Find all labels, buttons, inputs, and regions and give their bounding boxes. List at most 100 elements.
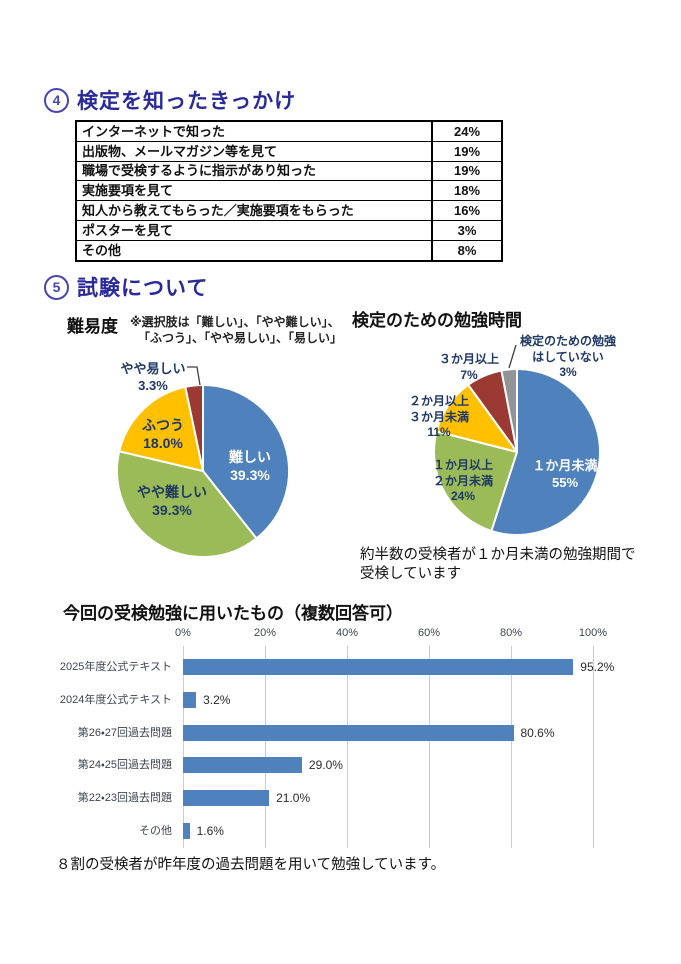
bar-row: 第26・27回過去問題 80.6% — [20, 725, 555, 741]
table-cell-value: 19% — [431, 160, 503, 182]
pie-label-text: ３か月以上 — [438, 352, 499, 366]
note-line-1: ※選択肢は「難しい」、「やや難しい」、 — [130, 315, 340, 329]
gridline — [593, 646, 594, 848]
bar-category: 第26・27回過去問題 — [77, 726, 172, 739]
x-tick-100: 100% — [578, 627, 608, 639]
section4-heading: 4 検定を知ったきっかけ — [44, 85, 296, 115]
table-cell-value: 16% — [431, 200, 503, 221]
bar-row: 2025年度公式テキスト 95.2% — [20, 659, 614, 675]
bar — [183, 823, 190, 839]
bar-category: その他 — [139, 824, 172, 837]
difficulty-pie-slice-2 — [118, 385, 204, 472]
gridline — [429, 646, 430, 848]
table-cell-label: インターネットで知った — [75, 120, 433, 142]
pie-label-hard: 難しい 39.3% — [212, 449, 288, 484]
pie-label-text: はしていない — [532, 349, 604, 364]
table-cell-value: 8% — [431, 239, 503, 262]
table-cell-value: 24% — [431, 120, 503, 142]
pie-label-text: やや易しい — [120, 361, 186, 376]
difficulty-chart-title: 難易度 — [67, 317, 118, 336]
circled-number-5: 5 — [44, 274, 69, 300]
table-cell-label: 実施要項を見て — [75, 180, 433, 202]
bar-value: 21.0% — [276, 791, 311, 805]
pie-label-normal: ふつう 18.0% — [123, 417, 203, 452]
bar-row: 第22・23回過去問題 21.0% — [20, 790, 310, 806]
pie-label-over-3months: ３か月以上 7% — [427, 352, 511, 383]
materials-chart-title: 今回の受検勉強に用いたもの（複数回答可） — [63, 604, 403, 623]
table-cell-label: 知人から教えてもらった／実施要項をもらった — [75, 200, 433, 221]
pie-label-value: 55% — [551, 475, 579, 490]
pie-label-value: 18.0% — [143, 434, 183, 451]
x-tick-60: 60% — [417, 627, 441, 639]
bar-value: 1.6% — [196, 824, 224, 838]
study-time-pie-chart — [433, 368, 601, 536]
pie-label-under-1month: １か月未満 55% — [525, 457, 605, 491]
study-time-caption: 約半数の受検者が１か月未満の勉強期間で 受検しています — [360, 546, 636, 584]
caption-line-1: 約半数の受検者が１か月未満の勉強期間で — [360, 547, 636, 563]
gridline — [511, 646, 512, 848]
bar-row: その他 1.6% — [20, 823, 224, 839]
pie-label-somewhat-easy: やや易しい 3.3% — [108, 360, 198, 394]
pie-label-value: 39.3% — [230, 466, 270, 483]
gridline — [347, 646, 348, 848]
bar — [183, 692, 197, 708]
table-row: 出版物、メールマガジン等を見て 19% — [75, 140, 503, 162]
difficulty-pie-slice-0 — [202, 384, 290, 540]
study-time-pie-slice-4 — [500, 368, 518, 453]
bar-value: 80.6% — [520, 726, 555, 740]
table-cell-value: 3% — [431, 219, 503, 241]
bar — [183, 790, 270, 806]
section4-title: 検定を知ったきっかけ — [77, 90, 297, 113]
pie-label-text: ２か月以上 — [408, 394, 469, 408]
pie-label-text: 難しい — [229, 449, 271, 465]
study-time-chart-title: 検定のための勉強時間 — [352, 311, 522, 330]
bar-value: 29.0% — [308, 758, 343, 772]
awareness-table: インターネットで知った 24% 出版物、メールマガジン等を見て 19% 職場で受… — [75, 120, 503, 262]
pie-label-value: 7% — [460, 367, 478, 382]
pie-label-value: 11% — [427, 425, 451, 439]
difficulty-pie-slice-1 — [116, 450, 258, 558]
note-line-2: 「ふつう」、「やや易しい」、「易しい」 — [138, 331, 343, 345]
materials-footnote: ８割の受検者が昨年度の過去問題を用いて勉強しています。 — [56, 857, 446, 873]
x-tick-80: 80% — [499, 627, 523, 639]
bar — [183, 725, 514, 741]
study-time-pie-slice-0 — [490, 368, 601, 536]
pie-label-text: やや難しい — [137, 484, 207, 500]
bar-category: 2024年度公式テキスト — [59, 693, 172, 706]
pie-label-text: ふつう — [142, 417, 184, 433]
x-tick-40: 40% — [335, 627, 359, 639]
pie-label-text: ２か月未満 — [432, 473, 493, 488]
difficulty-note: ※選択肢は「難しい」、「やや難しい」、 「ふつう」、「やや易しい」、「易しい」 — [130, 314, 342, 346]
bar — [183, 757, 302, 773]
x-tick-20: 20% — [253, 627, 277, 639]
difficulty-pie-chart — [116, 384, 290, 558]
table-row: 職場で受検するように指示があり知った 19% — [75, 160, 503, 182]
pie-label-value: 3% — [559, 365, 577, 379]
table-cell-label: 出版物、メールマガジン等を見て — [75, 140, 433, 162]
bar-category: 第24・25回過去問題 — [77, 758, 172, 771]
bar-row: 第24・25回過去問題 29.0% — [20, 757, 343, 773]
section5-heading: 5 試験について — [44, 272, 208, 302]
table-cell-label: その他 — [75, 239, 433, 262]
table-row: 知人から教えてもらった／実施要項をもらった 16% — [75, 200, 503, 221]
difficulty-pie-slice-3 — [184, 384, 204, 472]
table-cell-value: 19% — [431, 140, 503, 162]
pie-label-somewhat-hard: やや難しい 39.3% — [124, 484, 220, 519]
caption-line-2: 受検しています — [360, 566, 462, 582]
table-row: その他 8% — [75, 239, 503, 262]
pie-label-value: 3.3% — [138, 378, 168, 393]
gridline — [265, 646, 266, 848]
pie-label-value: 24% — [450, 489, 476, 503]
pie-label-text: １か月未満 — [532, 458, 598, 473]
bar-value: 95.2% — [580, 660, 615, 674]
pie-label-value: 39.3% — [152, 501, 192, 518]
table-row: ポスターを見て 3% — [75, 219, 503, 241]
bar-row: 2024年度公式テキスト 3.2% — [20, 692, 230, 708]
bar-category: 2025年度公式テキスト — [59, 660, 172, 673]
table-row: インターネットで知った 24% — [75, 120, 503, 142]
table-cell-value: 18% — [431, 180, 503, 202]
table-cell-label: ポスターを見て — [75, 219, 433, 241]
pie-label-text: ３か月未満 — [408, 409, 469, 424]
section5-title: 試験について — [77, 277, 209, 300]
